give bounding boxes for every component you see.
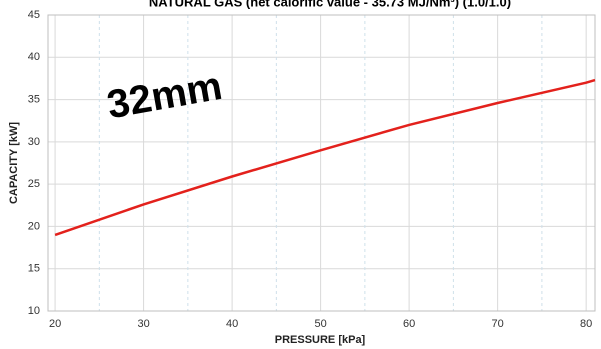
y-tick-label: 30 [28, 136, 40, 148]
y-tick-label: 35 [28, 93, 40, 105]
y-tick-label: 40 [28, 51, 40, 63]
y-tick-label: 20 [28, 220, 40, 232]
x-tick-label: 40 [226, 318, 238, 330]
y-tick-label: 45 [28, 9, 40, 21]
x-tick-label: 30 [137, 318, 149, 330]
x-tick-label: 80 [580, 318, 592, 330]
line-series [54, 78, 596, 237]
plot-border [47, 14, 596, 312]
plot: 10 15 20 25 30 35 40 45 20 30 40 50 60 70 80 [28, 9, 596, 330]
y-tick-label: 15 [28, 263, 40, 275]
y-axis-label: CAPACITY [kW] [8, 122, 20, 204]
chart-title: NATURAL GAS (net calorific value - 35.73… [149, 0, 511, 9]
x-axis-label: PRESSURE [kPa] [275, 334, 366, 346]
x-tick-label: 60 [403, 318, 415, 330]
x-tick-label: 70 [492, 318, 504, 330]
x-tick-label: 20 [49, 318, 61, 330]
y-tick-label: 10 [28, 305, 40, 317]
y-tick-label: 25 [28, 178, 40, 190]
annotation: 32mm [104, 64, 226, 127]
x-tick-label: 50 [314, 318, 326, 330]
